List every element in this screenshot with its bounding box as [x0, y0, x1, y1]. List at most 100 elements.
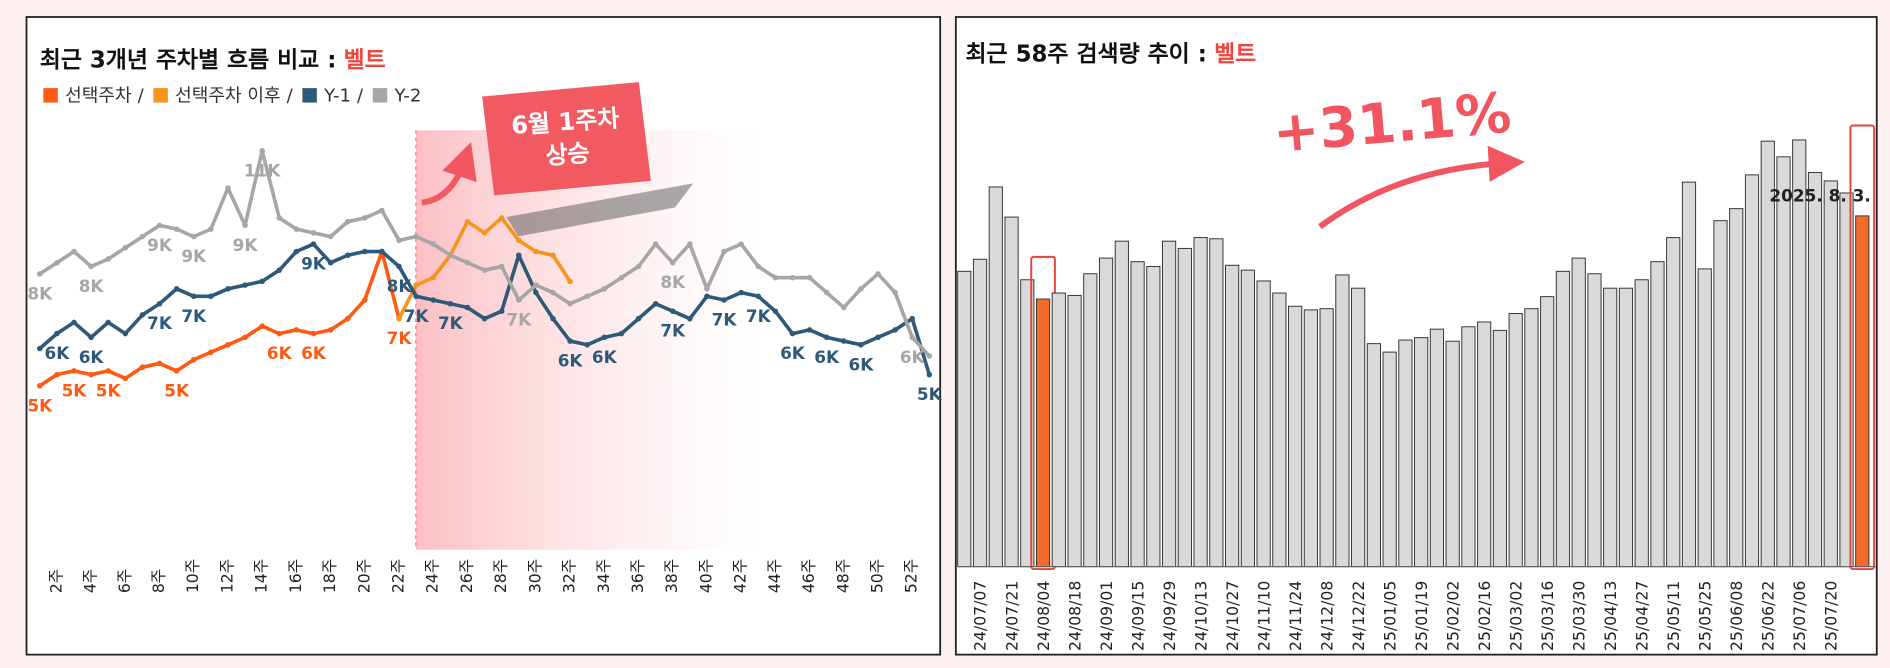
bar — [1067, 294, 1082, 568]
x-tick-label: 25/01/19 — [1412, 581, 1431, 651]
series-point — [379, 248, 385, 255]
legend-separator: / — [287, 86, 294, 107]
x-tick-label: 25/07/06 — [1790, 581, 1809, 651]
x-tick-label: 46주 — [799, 559, 818, 593]
series-point — [225, 342, 231, 348]
x-tick-label: 28주 — [491, 559, 510, 593]
series-point — [875, 271, 881, 277]
bar — [1461, 326, 1476, 568]
x-tick-label: 24/12/08 — [1317, 581, 1336, 651]
series-point — [498, 308, 505, 314]
x-tick-label: 4주 — [81, 569, 100, 593]
series-point — [858, 342, 864, 348]
series-point — [909, 315, 915, 322]
bar — [1823, 180, 1838, 568]
x-tick-label: 25/03/30 — [1569, 581, 1588, 651]
title-text: 최근 58주 검색량 추이 : — [965, 41, 1206, 67]
bar — [1776, 156, 1791, 568]
value-label: 5K — [917, 384, 943, 404]
highlight-region — [415, 130, 766, 550]
series-point — [567, 278, 573, 285]
series-point — [379, 207, 385, 214]
x-tick-label: 25/03/16 — [1538, 581, 1557, 651]
series-point — [687, 241, 693, 247]
bar — [1603, 287, 1618, 568]
series-point — [498, 215, 505, 221]
bar — [1256, 280, 1271, 568]
series-point — [139, 233, 146, 240]
bar — [1855, 215, 1870, 568]
bar — [1508, 313, 1523, 568]
series-point — [806, 327, 813, 333]
bar — [1161, 240, 1177, 568]
x-tick-label: 25/07/20 — [1821, 581, 1840, 651]
bar — [1382, 351, 1397, 568]
date-label: 2025. 8. 3. — [1769, 186, 1870, 206]
bar — [1319, 308, 1334, 568]
legend-swatch — [372, 88, 388, 103]
x-tick-label: 38주 — [662, 559, 681, 593]
series-point — [447, 300, 454, 307]
series-point — [242, 282, 248, 288]
value-label: 6K — [900, 347, 926, 367]
x-tick-label: 25/04/27 — [1632, 581, 1651, 651]
series-point — [344, 252, 351, 259]
value-label: 6K — [267, 343, 293, 363]
x-tick-label: 8주 — [149, 569, 168, 593]
series-point — [362, 297, 368, 303]
x-tick-label: 24/10/13 — [1191, 581, 1210, 651]
series-point — [909, 334, 915, 341]
series-point — [122, 245, 129, 251]
callout-text: 상승 — [545, 139, 591, 170]
x-tick-label: 24/09/29 — [1160, 581, 1179, 651]
value-label: 6K — [301, 343, 327, 363]
series-point — [413, 233, 419, 240]
series-point — [37, 345, 43, 352]
series-point — [652, 241, 659, 247]
x-tick-label: 25/05/11 — [1664, 581, 1683, 651]
x-tick-label: 44주 — [765, 559, 784, 593]
series-point — [344, 315, 351, 322]
series-point — [105, 319, 111, 326]
value-label: 8K — [27, 283, 53, 303]
series-point — [635, 263, 642, 270]
series-point — [601, 334, 608, 341]
series-point — [54, 330, 60, 337]
x-tick-label: 52주 — [902, 559, 921, 593]
series-point — [225, 286, 231, 292]
series-point — [293, 327, 300, 333]
series-point — [310, 230, 317, 236]
series-point — [567, 338, 573, 344]
series-point — [71, 319, 77, 326]
series-point — [481, 267, 488, 273]
series-point — [122, 330, 129, 337]
series-point — [242, 334, 248, 341]
x-tick-label: 25/02/02 — [1443, 581, 1462, 651]
series-point — [173, 286, 180, 292]
series-point — [704, 286, 710, 292]
series-point — [310, 241, 317, 247]
series-point — [396, 315, 402, 322]
x-tick-label: 6주 — [115, 569, 134, 593]
trend-arrow — [1318, 145, 1525, 230]
legend-label: Y-2 — [393, 86, 421, 107]
x-tick-label: 24/10/27 — [1223, 581, 1242, 651]
series-point — [584, 342, 590, 348]
series-point — [533, 282, 539, 288]
series-point — [327, 327, 334, 333]
series-point — [105, 368, 111, 374]
bar — [1303, 309, 1318, 568]
series-point — [71, 248, 77, 255]
x-tick-label: 25/06/22 — [1758, 581, 1777, 651]
series-point — [464, 218, 471, 225]
bar — [1713, 220, 1728, 568]
x-tick-label: 12주 — [217, 559, 236, 593]
x-tick-label: 24/08/18 — [1065, 581, 1084, 651]
x-tick-label: 26주 — [457, 559, 476, 593]
bar — [1429, 328, 1445, 568]
series-point — [755, 263, 762, 270]
bar — [1398, 339, 1413, 568]
bar — [1098, 257, 1114, 568]
series-point — [430, 241, 437, 247]
x-tick-label: 36주 — [628, 559, 647, 593]
